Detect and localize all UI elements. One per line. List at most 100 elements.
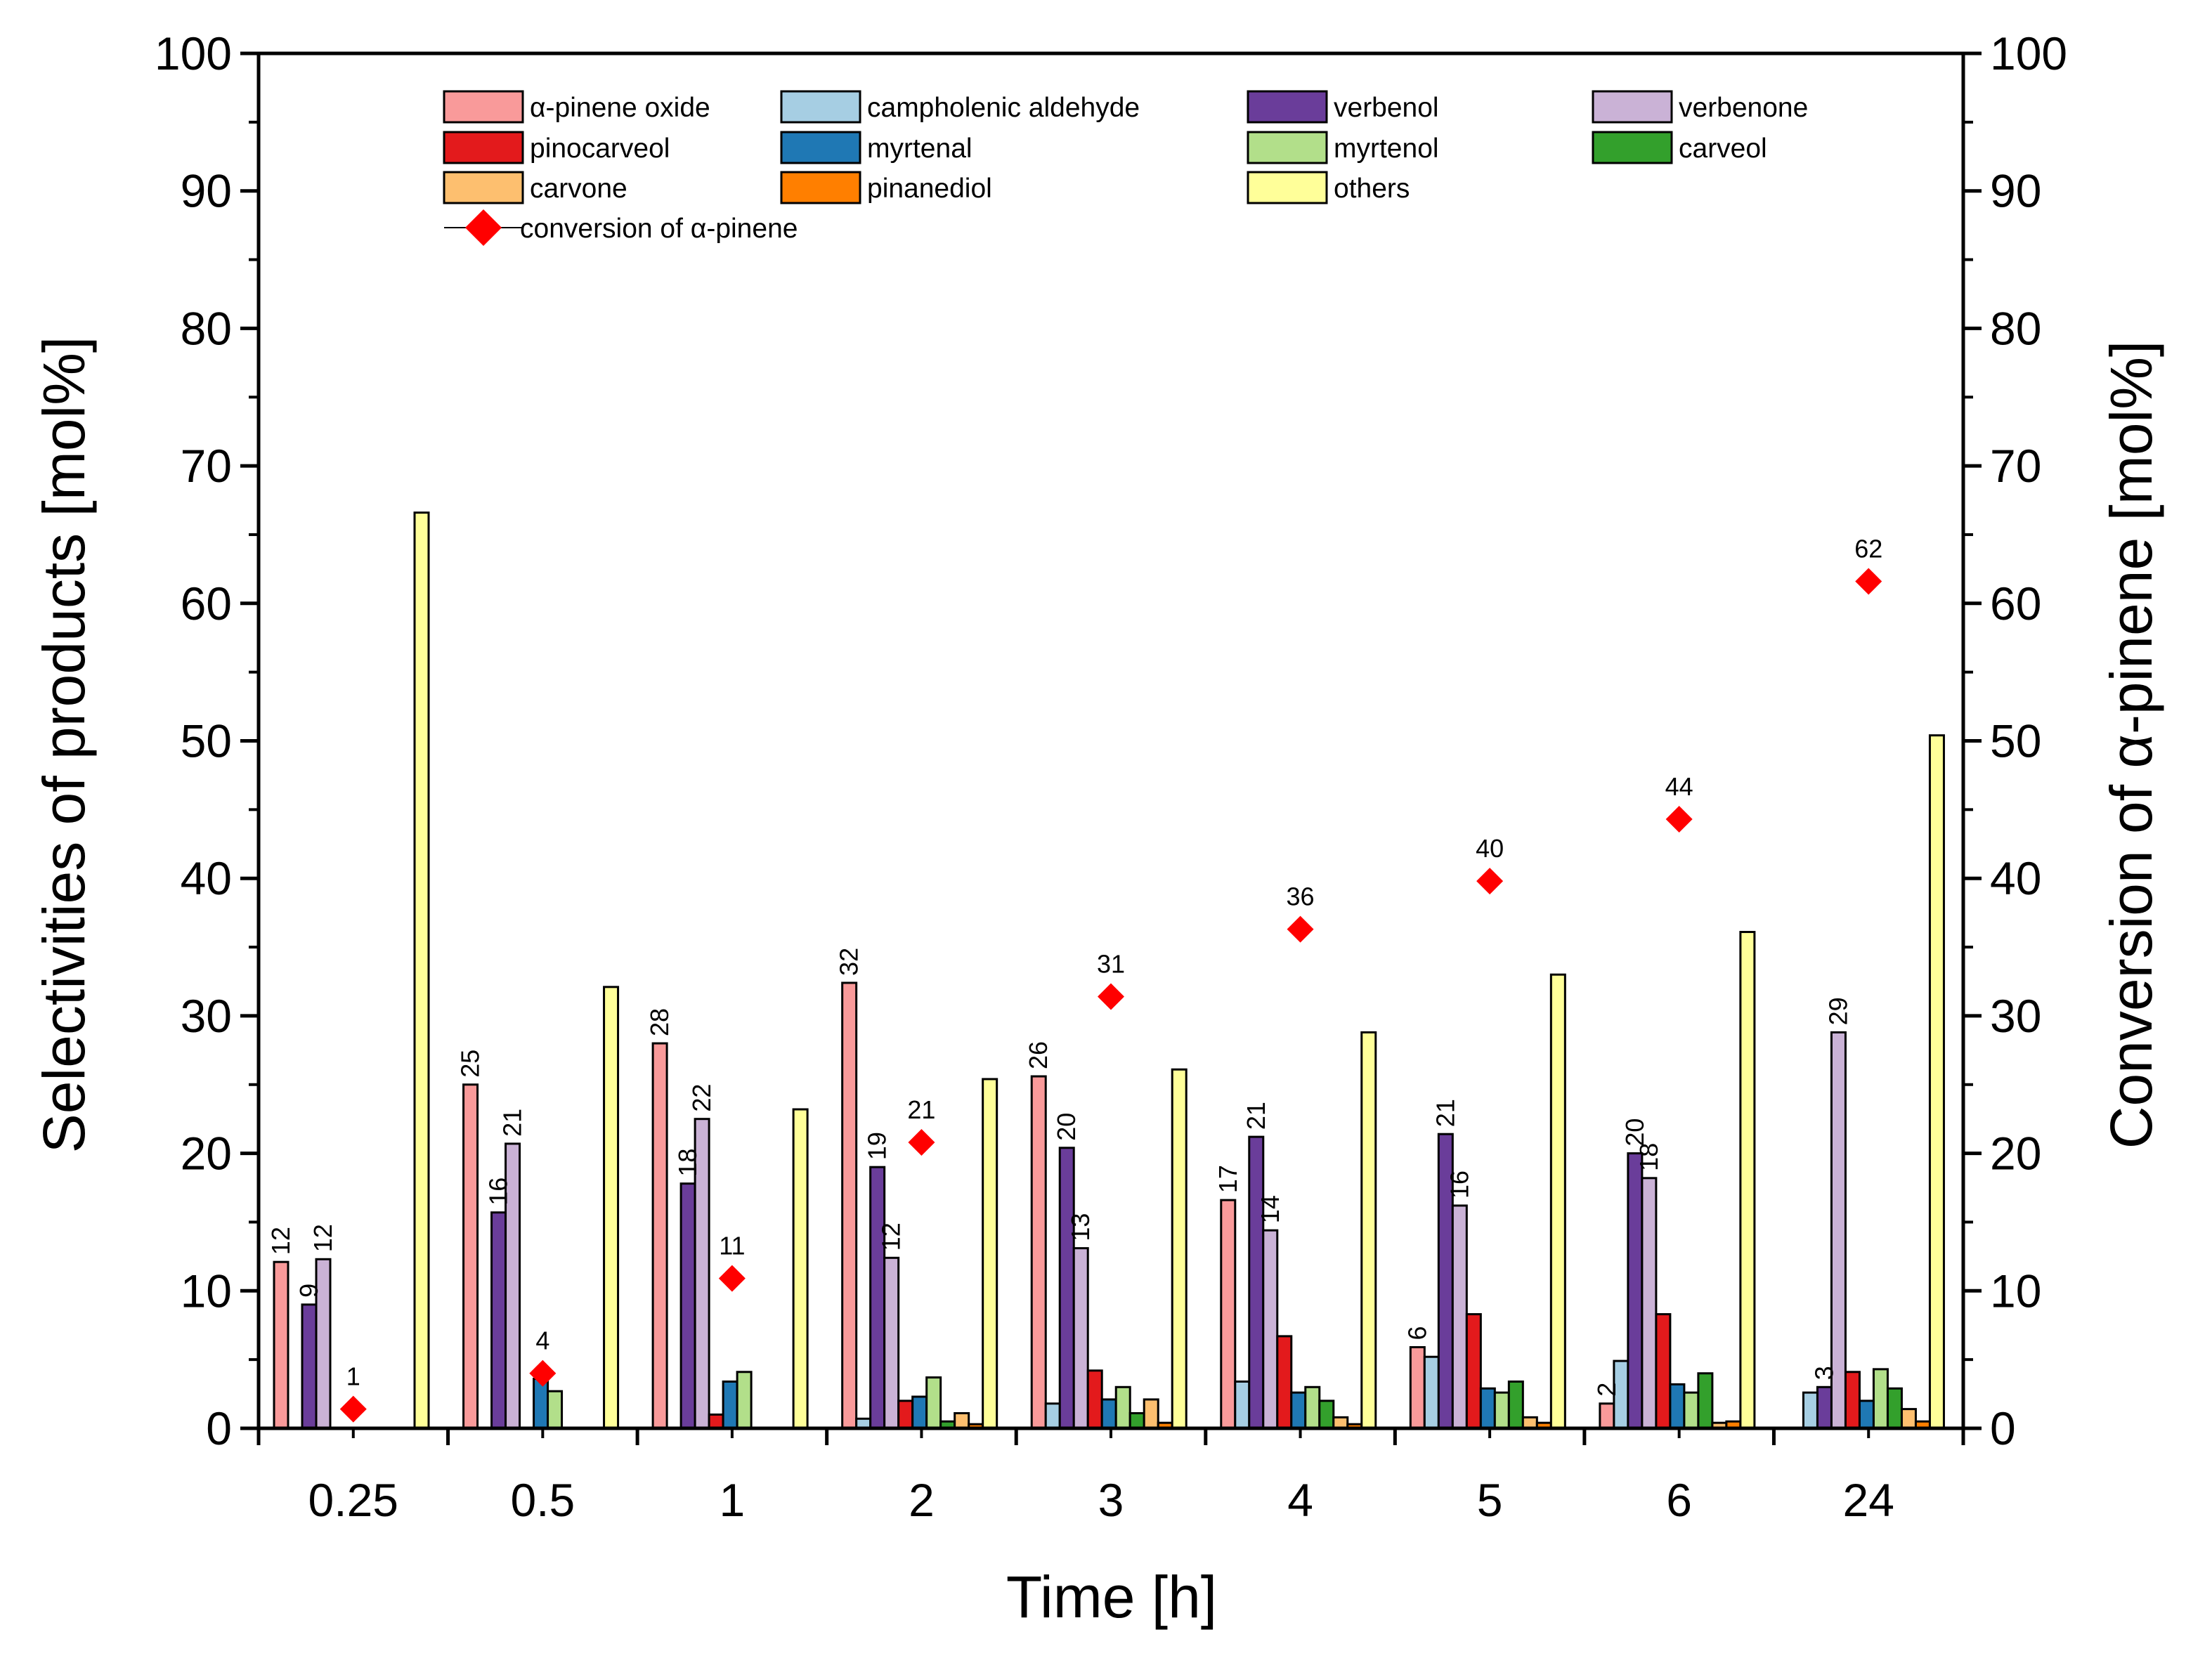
legend-label: carvone bbox=[530, 174, 627, 204]
bar bbox=[1030, 1075, 1047, 1430]
legend-swatch bbox=[443, 131, 524, 164]
bar bbox=[982, 1078, 998, 1430]
bar-value-label: 12 bbox=[308, 1224, 337, 1252]
bar-value-label: 18 bbox=[673, 1149, 702, 1177]
bar bbox=[1627, 1152, 1644, 1430]
bar bbox=[1858, 1400, 1875, 1430]
bar-value-label: 17 bbox=[1214, 1165, 1242, 1193]
y-tick-label: 60 bbox=[181, 578, 232, 629]
conversion-marker bbox=[718, 1265, 746, 1292]
bar-value-label: 26 bbox=[1024, 1041, 1053, 1069]
bar bbox=[911, 1395, 928, 1430]
bar bbox=[1276, 1335, 1293, 1430]
conversion-marker bbox=[908, 1128, 935, 1156]
bar bbox=[1072, 1247, 1089, 1430]
bar bbox=[1844, 1371, 1861, 1430]
bar-value-label: 3 bbox=[1809, 1366, 1838, 1380]
legend-swatch bbox=[443, 171, 524, 204]
y2-tick-label: 40 bbox=[1990, 852, 2041, 904]
bar-value-label: 12 bbox=[266, 1227, 295, 1255]
bar bbox=[869, 1166, 886, 1430]
legend: α-pinene oxide campholenic aldehyde verben… bbox=[443, 90, 1808, 246]
bar-value-label: 22 bbox=[687, 1084, 716, 1112]
bar bbox=[1086, 1369, 1103, 1430]
bar bbox=[1900, 1408, 1917, 1430]
y2-axis-title: Conversion of α-pinene [mol%] bbox=[2098, 341, 2164, 1149]
bar bbox=[273, 1260, 289, 1430]
bar bbox=[413, 511, 430, 1430]
conversion-label: 1 bbox=[346, 1362, 360, 1391]
legend-swatch bbox=[1247, 131, 1328, 164]
bar bbox=[1248, 1135, 1265, 1430]
conversion-marker bbox=[1287, 915, 1314, 943]
bar bbox=[1507, 1380, 1524, 1430]
bar bbox=[1669, 1383, 1686, 1430]
bar-value-label: 16 bbox=[484, 1178, 513, 1206]
y-tick-label: 30 bbox=[181, 990, 232, 1042]
bar bbox=[533, 1378, 549, 1430]
conversion-label: 31 bbox=[1097, 950, 1125, 979]
bar bbox=[301, 1303, 318, 1430]
conversion-marker bbox=[339, 1395, 367, 1423]
x-tick-label: 3 bbox=[1098, 1474, 1124, 1526]
bar bbox=[1304, 1385, 1321, 1430]
bar-value-label: 29 bbox=[1823, 997, 1852, 1025]
y-tick-label: 0 bbox=[206, 1402, 232, 1454]
legend-label: others bbox=[1334, 174, 1410, 204]
bar bbox=[883, 1256, 900, 1430]
bar bbox=[897, 1400, 914, 1430]
bar bbox=[1234, 1380, 1251, 1430]
bar bbox=[1928, 734, 1945, 1430]
bar-value-label: 16 bbox=[1445, 1170, 1473, 1199]
bar-value-label: 9 bbox=[294, 1284, 323, 1298]
legend-swatch bbox=[443, 90, 524, 124]
conversion-label: 36 bbox=[1287, 882, 1315, 911]
y-axis-title: Selectivities of products [mol%] bbox=[31, 337, 97, 1153]
bar-value-label: 32 bbox=[835, 948, 864, 976]
bar bbox=[1290, 1391, 1307, 1430]
bar bbox=[1409, 1346, 1426, 1430]
conversion-marker bbox=[1476, 868, 1504, 895]
legend-label: verbenone bbox=[1679, 93, 1808, 123]
bar bbox=[603, 986, 620, 1430]
legend-swatch bbox=[1592, 131, 1673, 164]
y2-tick-label: 60 bbox=[1990, 578, 2041, 629]
bar-labels-layer: 1291225162128182232191226201317211462116… bbox=[266, 948, 1852, 1397]
conversion-marker bbox=[529, 1359, 557, 1387]
bar bbox=[1220, 1199, 1237, 1430]
y-tick-label: 10 bbox=[181, 1265, 232, 1317]
bar bbox=[1802, 1391, 1819, 1430]
legend-marker bbox=[465, 209, 502, 246]
x-tick-label: 6 bbox=[1666, 1474, 1692, 1526]
legend-label: pinocarveol bbox=[530, 133, 670, 164]
y-tick-label: 70 bbox=[181, 440, 232, 492]
bar bbox=[679, 1182, 696, 1430]
bar-value-label: 20 bbox=[1052, 1113, 1081, 1141]
bar-value-label: 12 bbox=[877, 1222, 906, 1251]
bar bbox=[1641, 1177, 1658, 1430]
bar bbox=[1114, 1385, 1131, 1430]
bar bbox=[1697, 1372, 1714, 1430]
bar bbox=[954, 1411, 970, 1430]
bar-value-label: 6 bbox=[1403, 1326, 1431, 1340]
y2-tick-label: 30 bbox=[1990, 990, 2041, 1042]
y-tick-label: 80 bbox=[181, 302, 232, 354]
conversion-label: 21 bbox=[907, 1095, 935, 1124]
bar bbox=[1318, 1400, 1335, 1430]
y2-tick-label: 10 bbox=[1990, 1265, 2041, 1317]
bar bbox=[1479, 1387, 1496, 1430]
legend-label: myrtenol bbox=[1334, 133, 1439, 164]
bar bbox=[1549, 973, 1566, 1430]
bar bbox=[1058, 1147, 1075, 1430]
bar bbox=[722, 1380, 739, 1430]
y2-tick-label: 100 bbox=[1990, 27, 2067, 79]
bars-layer bbox=[273, 511, 1945, 1430]
y2-tick-label: 0 bbox=[1990, 1402, 2016, 1454]
conversion-label: 62 bbox=[1854, 534, 1882, 563]
bar bbox=[1044, 1402, 1061, 1430]
bar bbox=[1872, 1368, 1889, 1430]
bar bbox=[651, 1042, 668, 1430]
bar-value-label: 21 bbox=[1242, 1102, 1270, 1130]
bar bbox=[1262, 1229, 1279, 1430]
